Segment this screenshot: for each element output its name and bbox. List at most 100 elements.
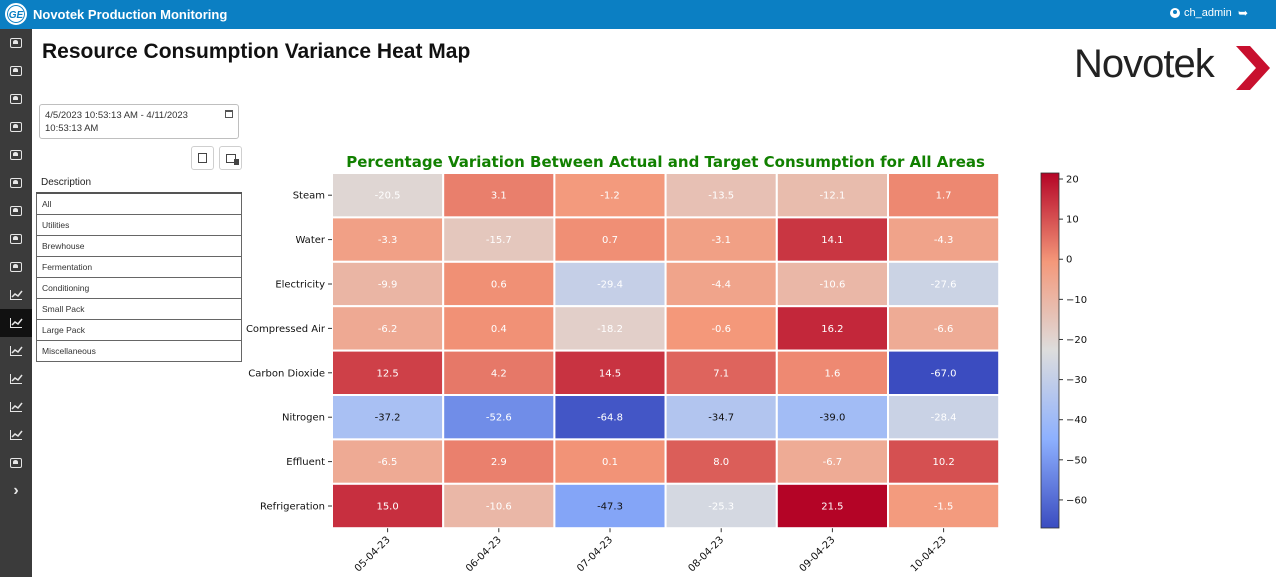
cell-label: -0.6 — [711, 324, 731, 335]
heatmap-cell — [442, 216, 556, 263]
ge-logo-icon: GE — [5, 3, 27, 25]
export-button[interactable] — [191, 146, 214, 170]
description-row[interactable]: All — [36, 194, 242, 215]
cell-label: 2.9 — [491, 457, 507, 468]
layout-icon — [225, 153, 239, 165]
description-row[interactable]: Large Pack — [36, 320, 242, 341]
x-tick-label: 07-04-23 — [575, 535, 615, 575]
description-row[interactable]: Conditioning — [36, 278, 242, 299]
cell-label: -1.2 — [600, 191, 620, 202]
cell-label: -12.1 — [819, 191, 845, 202]
brand-name: Novotek — [1074, 42, 1215, 86]
cell-label: -67.0 — [931, 368, 957, 379]
cell-label: -64.8 — [597, 413, 623, 424]
top-bar: GE Novotek Production Monitoring ch_admi… — [0, 0, 1276, 29]
cell-label: 14.1 — [821, 235, 843, 246]
heatmap-cell — [887, 260, 1001, 308]
cell-label: -6.2 — [378, 324, 398, 335]
chart-icon — [10, 430, 23, 440]
colorbar-tick-label: 10 — [1066, 215, 1079, 226]
user-menu[interactable]: ch_admin — [1170, 7, 1232, 19]
heatmap-cell — [664, 394, 778, 441]
cell-label: 16.2 — [821, 324, 843, 335]
monitor-icon — [10, 206, 22, 216]
cell-label: 8.0 — [713, 457, 729, 468]
logout-icon[interactable]: ➥ — [1238, 6, 1249, 20]
description-row[interactable]: Small Pack — [36, 299, 242, 320]
sidebar-item-17[interactable]: › — [0, 477, 32, 505]
cell-label: -6.6 — [934, 324, 954, 335]
colorbar — [1040, 172, 1060, 529]
monitor-icon — [10, 178, 22, 188]
heatmap-cell — [887, 216, 1001, 263]
y-tick-label: Water — [295, 235, 325, 246]
heatmap-cell — [331, 482, 445, 530]
sidebar-item-8[interactable] — [0, 225, 32, 253]
heatmap-cell — [664, 438, 778, 485]
heatmap-cell — [442, 305, 556, 352]
description-row[interactable]: Miscellaneous — [36, 341, 242, 362]
y-tick-label: Nitrogen — [282, 413, 325, 424]
sidebar-item-7[interactable] — [0, 197, 32, 225]
heatmap-cell — [775, 172, 889, 219]
sidebar-item-11[interactable] — [0, 309, 32, 337]
colorbar-tick-label: 20 — [1066, 175, 1079, 186]
cell-label: 12.5 — [376, 368, 398, 379]
cell-label: 21.5 — [821, 502, 843, 513]
description-row[interactable]: Utilities — [36, 215, 242, 236]
chart-title: Percentage Variation Between Actual and … — [346, 153, 985, 171]
sidebar-item-3[interactable] — [0, 85, 32, 113]
cell-label: 0.1 — [602, 457, 618, 468]
username: ch_admin — [1184, 7, 1232, 19]
cell-label: -1.5 — [934, 502, 954, 513]
heatmap-cell — [442, 482, 556, 530]
user-icon — [1170, 8, 1180, 18]
cell-label: 4.2 — [491, 368, 507, 379]
brand-chevron-icon — [1236, 46, 1270, 90]
chart-icon — [10, 290, 23, 300]
cell-label: -34.7 — [708, 413, 734, 424]
cell-label: 0.4 — [491, 324, 507, 335]
heatmap-cell — [442, 394, 556, 441]
y-tick-label: Carbon Dioxide — [248, 368, 325, 379]
cell-label: 10.2 — [932, 457, 954, 468]
sidebar-item-14[interactable] — [0, 393, 32, 421]
sidebar-item-1[interactable] — [0, 29, 32, 57]
description-row[interactable]: Brewhouse — [36, 236, 242, 257]
heatmap-cell — [442, 438, 556, 485]
app-title: Novotek Production Monitoring — [33, 7, 228, 22]
sidebar-item-4[interactable] — [0, 113, 32, 141]
cell-label: -6.5 — [378, 457, 398, 468]
date-range-input[interactable]: 4/5/2023 10:53:13 AM - 4/11/2023 10:53:1… — [39, 104, 239, 139]
monitor-icon — [10, 234, 22, 244]
sidebar-item-13[interactable] — [0, 365, 32, 393]
heatmap-cell — [887, 394, 1001, 441]
colorbar-tick-label: −20 — [1066, 335, 1087, 346]
sidebar-item-16[interactable] — [0, 449, 32, 477]
y-tick-label: Electricity — [275, 280, 325, 291]
description-row[interactable]: Fermentation — [36, 257, 242, 278]
heatmap-cell — [887, 438, 1001, 485]
export-icon — [198, 153, 207, 163]
heatmap-cell — [775, 216, 889, 263]
sidebar-item-12[interactable] — [0, 337, 32, 365]
colorbar-tick-label: −40 — [1066, 415, 1087, 426]
cell-label: 15.0 — [376, 502, 398, 513]
sidebar-item-10[interactable] — [0, 281, 32, 309]
sidebar-item-15[interactable] — [0, 421, 32, 449]
x-tick-label: 09-04-23 — [798, 535, 838, 575]
cell-label: -20.5 — [375, 191, 401, 202]
colorbar-tick-label: 0 — [1066, 255, 1072, 266]
cell-label: -18.2 — [597, 324, 623, 335]
sidebar-item-5[interactable] — [0, 141, 32, 169]
cell-label: 3.1 — [491, 191, 507, 202]
calendar-icon[interactable] — [225, 110, 233, 118]
sidebar-item-2[interactable] — [0, 57, 32, 85]
heatmap-cell — [553, 394, 667, 441]
sidebar-item-6[interactable] — [0, 169, 32, 197]
sidebar-item-9[interactable] — [0, 253, 32, 281]
view-toggle-button[interactable] — [219, 146, 242, 170]
y-tick-label: Steam — [293, 191, 325, 202]
chevron-right-icon: › — [13, 482, 19, 499]
